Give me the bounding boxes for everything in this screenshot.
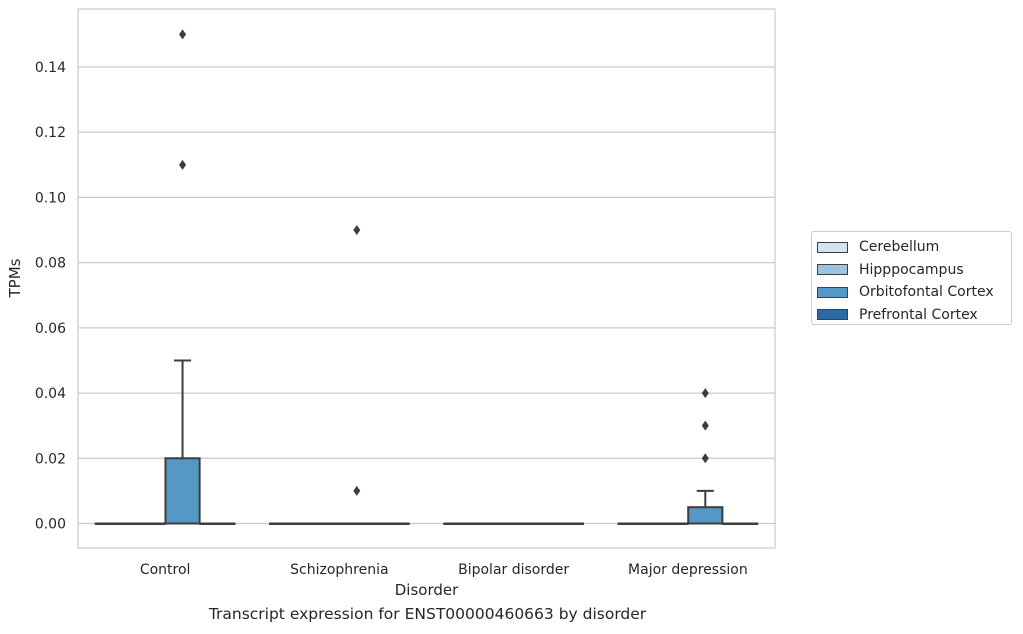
box-plot-box: [722, 522, 759, 525]
box-plot-box: [373, 522, 410, 525]
box-plot-box: [129, 522, 166, 525]
legend-label: Cerebellum: [859, 239, 940, 256]
legend: Cerebellum Hipppocampus Orbitofontal Cor…: [811, 231, 1012, 325]
box-plot-box: [199, 522, 236, 525]
box-plot-box: [652, 522, 689, 525]
chart-caption: Transcript expression for ENST0000046066…: [208, 605, 647, 623]
legend-item: Prefrontal Cortex: [817, 304, 1011, 327]
outlier-point: [353, 225, 361, 236]
legend-swatch: [817, 309, 848, 321]
y-tick-label: 0.08: [35, 256, 66, 272]
box-plot-box: [687, 388, 724, 525]
legend-label: Prefrontal Cortex: [859, 306, 978, 323]
x-tick-label: Control: [140, 562, 191, 578]
legend-label: Hipppocampus: [859, 261, 964, 278]
box-plot-box: [164, 29, 201, 525]
x-axis-ticks: Control Schizophrenia Bipolar disorder Majo…: [140, 562, 748, 578]
legend-swatch: [817, 264, 848, 276]
outlier-point: [701, 453, 709, 464]
box-body: [687, 506, 724, 525]
box-plot-box: [94, 522, 131, 525]
x-tick-label: Schizophrenia: [290, 562, 388, 578]
box-body: [164, 457, 201, 525]
y-tick-label: 0.00: [35, 517, 66, 533]
outlier-point: [353, 485, 361, 496]
box-plot-box: [478, 522, 515, 525]
outlier-point: [179, 29, 187, 40]
legend-item: Cerebellum: [817, 236, 1011, 259]
legend-item: Orbitofontal Cortex: [817, 281, 1011, 304]
x-tick-label: Bipolar disorder: [458, 562, 569, 578]
y-tick-label: 0.10: [35, 190, 66, 206]
y-tick-label: 0.14: [35, 60, 66, 76]
box-plot-marks: [94, 29, 759, 525]
legend-label: Orbitofontal Cortex: [859, 284, 994, 301]
y-tick-label: 0.12: [35, 125, 66, 141]
outlier-point: [701, 420, 709, 431]
y-tick-label: 0.04: [35, 386, 66, 402]
y-axis-ticks: 0.00 0.02 0.04 0.06 0.08 0.10 0.12 0.14: [35, 60, 66, 533]
y-tick-label: 0.02: [35, 451, 66, 467]
y-tick-label: 0.06: [35, 321, 66, 337]
x-tick-label: Major depression: [628, 562, 748, 578]
y-axis-label: TPMs: [6, 258, 24, 298]
box-plot-box: [443, 522, 480, 525]
box-plot-box: [547, 522, 584, 525]
x-axis-label: Disorder: [395, 581, 459, 599]
outlier-point: [179, 159, 187, 170]
legend-item: Hipppocampus: [817, 259, 1011, 282]
legend-swatch: [817, 286, 848, 298]
plot-frame: [77, 8, 776, 549]
outlier-point: [701, 388, 709, 399]
box-plot-box: [303, 522, 341, 525]
legend-swatch: [817, 241, 848, 253]
box-plot-box: [512, 522, 550, 525]
box-plot-box: [269, 522, 306, 525]
box-plot-box: [617, 522, 654, 525]
box-plot-box: [338, 225, 375, 525]
